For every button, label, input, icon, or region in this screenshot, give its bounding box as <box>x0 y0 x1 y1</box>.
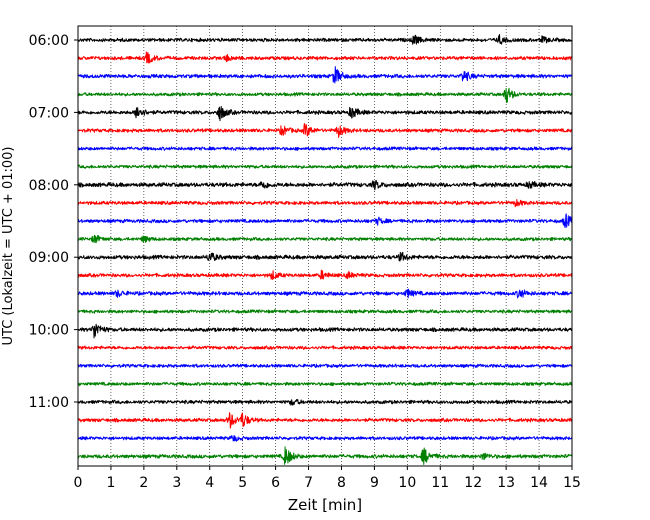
trace-0600 <box>77 34 573 45</box>
x-tick-label-6: 6 <box>271 475 280 491</box>
x-tick-label-8: 8 <box>337 475 346 491</box>
trace-1015 <box>77 345 573 350</box>
trace-1000 <box>77 323 573 339</box>
y-tick-label-3: 09:00 <box>29 250 69 266</box>
y-tick-label-1: 07:00 <box>29 105 69 121</box>
x-tick-label-1: 1 <box>106 475 115 491</box>
x-tick-label-7: 7 <box>304 475 313 491</box>
x-tick-label-15: 15 <box>563 475 581 491</box>
y-axis: 06:00 07:00 08:00 09:00 10:00 11:00 <box>29 33 78 411</box>
trace-0745 <box>77 164 573 169</box>
trace-0730 <box>77 146 573 151</box>
y-tick-label-2: 08:00 <box>29 178 69 194</box>
y-tick-label-0: 06:00 <box>29 33 69 49</box>
y-tick-label-5: 11:00 <box>29 395 69 411</box>
x-axis-label: Zeit [min] <box>288 496 362 514</box>
trace-1100 <box>77 398 573 406</box>
trace-0930 <box>77 288 573 299</box>
x-tick-label-4: 4 <box>205 475 214 491</box>
y-axis-label: UTC (Lokalzeit = UTC + 01:00) <box>1 147 16 346</box>
trace-1115 <box>77 412 573 429</box>
x-tick-label-9: 9 <box>370 475 379 491</box>
trace-0815 <box>77 199 573 208</box>
trace-0830 <box>77 213 573 229</box>
trace-0715 <box>77 123 573 138</box>
trace-1145 <box>77 446 573 465</box>
trace-1130 <box>77 435 573 442</box>
x-axis: 0 1 2 3 4 5 6 7 8 9 10 11 12 13 14 15 <box>74 466 581 491</box>
trace-0915 <box>77 269 573 281</box>
trace-1030 <box>77 363 573 369</box>
plot-frame <box>77 25 573 467</box>
trace-0645 <box>77 87 573 103</box>
x-tick-label-10: 10 <box>398 475 416 491</box>
trace-0900 <box>77 251 573 262</box>
y-tick-label-4: 10:00 <box>29 323 69 339</box>
grid-lines <box>110 26 540 466</box>
x-tick-label-14: 14 <box>530 475 548 491</box>
trace-1045 <box>77 381 573 387</box>
trace-0945 <box>77 309 573 314</box>
trace-0800 <box>77 179 573 191</box>
x-tick-label-5: 5 <box>238 475 247 491</box>
x-tick-label-2: 2 <box>139 475 148 491</box>
seismic-traces <box>77 34 573 465</box>
x-tick-label-13: 13 <box>497 475 515 491</box>
trace-0630 <box>77 66 573 84</box>
x-tick-label-12: 12 <box>464 475 482 491</box>
trace-0845 <box>77 234 573 244</box>
x-tick-label-11: 11 <box>431 475 449 491</box>
x-tick-label-0: 0 <box>74 475 83 491</box>
trace-0700 <box>77 106 573 122</box>
x-tick-label-3: 3 <box>172 475 181 491</box>
trace-0615 <box>77 51 573 64</box>
